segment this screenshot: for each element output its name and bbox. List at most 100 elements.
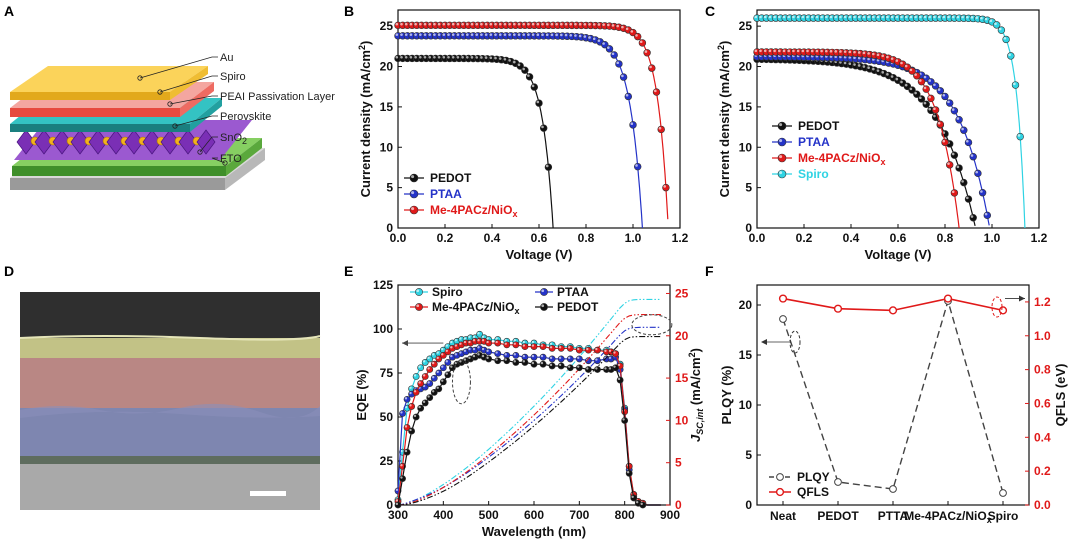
data-point xyxy=(960,126,968,134)
data-point xyxy=(476,330,483,338)
label-anchor xyxy=(167,101,173,107)
data-point xyxy=(992,21,1001,29)
data-point xyxy=(778,294,788,303)
data-point xyxy=(512,351,520,359)
y2-tick-label: 15 xyxy=(675,371,689,385)
annotation-ellipse xyxy=(991,296,1003,318)
data-point xyxy=(621,417,629,424)
data-point xyxy=(430,374,438,382)
data-point xyxy=(403,448,411,456)
data-point xyxy=(950,189,959,197)
data-point xyxy=(575,364,583,372)
y2-tick-label: 0.4 xyxy=(1034,430,1051,444)
data-point xyxy=(945,99,954,107)
data-point xyxy=(621,408,629,416)
legend-marker xyxy=(777,121,787,131)
y2-tick-label: 25 xyxy=(675,286,689,300)
data-point xyxy=(610,51,618,59)
x-category-label: Me-4PACz/NiOx xyxy=(904,509,991,525)
legend-marker xyxy=(776,473,784,481)
x-tick-label: 800 xyxy=(615,508,635,522)
label-anchor xyxy=(172,123,178,129)
data-point xyxy=(917,78,926,86)
y2-axis-label: JSC,int (mA/cm2) xyxy=(687,348,705,442)
legend-label: QFLS xyxy=(797,485,829,499)
data-point xyxy=(435,355,443,363)
data-point xyxy=(612,350,619,358)
data-point xyxy=(662,183,670,192)
x-category-label: Neat xyxy=(770,509,796,523)
data-point xyxy=(503,357,511,365)
data-point xyxy=(908,86,916,94)
x-tick-label: 0.8 xyxy=(578,231,595,245)
series-me-4pacz-nio xyxy=(753,48,960,229)
data-point xyxy=(421,359,429,366)
data-point xyxy=(426,394,434,402)
legend-marker xyxy=(540,303,548,311)
x-axis-label: Voltage (V) xyxy=(865,247,932,262)
x-tick-label: 0.0 xyxy=(390,231,407,245)
data-point xyxy=(983,211,991,220)
y2-tick-label: 0.6 xyxy=(1034,396,1051,410)
y-tick-label: 20 xyxy=(739,298,753,312)
data-point xyxy=(430,360,438,368)
x-tick-label: 0.2 xyxy=(437,231,454,245)
y-tick-label: 125 xyxy=(373,278,393,292)
data-point xyxy=(639,501,647,509)
x-tick-label: 700 xyxy=(569,508,589,522)
data-point xyxy=(544,163,553,171)
data-point xyxy=(594,346,601,354)
data-point xyxy=(978,189,987,197)
y-tick-label: 5 xyxy=(745,448,752,462)
legend-label: PEDOT xyxy=(557,300,599,314)
data-point xyxy=(485,348,493,356)
data-point xyxy=(494,339,502,347)
data-point xyxy=(394,501,402,509)
data-point xyxy=(525,73,534,81)
data-point xyxy=(539,124,548,132)
legend-marker xyxy=(409,205,419,215)
data-point xyxy=(417,404,425,412)
data-point xyxy=(476,351,483,359)
data-point xyxy=(539,360,547,368)
data-point xyxy=(927,78,935,86)
data-point xyxy=(421,383,429,391)
x-axis-label: Voltage (V) xyxy=(506,247,573,262)
y-tick-label: 20 xyxy=(380,60,394,74)
x-tick-label: 1.2 xyxy=(672,231,689,245)
sem-cross-section xyxy=(19,292,321,510)
y-tick-label: 0 xyxy=(745,221,752,235)
label-anchor xyxy=(157,89,163,95)
panel-label-f: F xyxy=(705,263,714,279)
label-leader xyxy=(159,75,218,93)
y-tick-label: 15 xyxy=(739,100,753,114)
data-point xyxy=(648,64,656,72)
data-point xyxy=(512,359,520,366)
data-point xyxy=(633,32,642,41)
data-point xyxy=(629,121,637,129)
label-leader xyxy=(139,56,218,79)
data-point xyxy=(403,424,411,431)
label-anchor xyxy=(222,160,228,166)
y-tick-label: 5 xyxy=(745,181,752,195)
series-plqy xyxy=(779,297,1007,497)
data-point xyxy=(1002,35,1010,44)
data-point xyxy=(566,344,574,352)
panel-label-a: A xyxy=(4,3,14,19)
x-tick-label: 0.6 xyxy=(531,231,548,245)
data-point xyxy=(630,494,638,502)
data-point xyxy=(833,304,843,313)
data-point xyxy=(960,178,968,187)
legend-marker xyxy=(415,288,423,296)
panel-label-c: C xyxy=(705,3,715,19)
data-point xyxy=(408,403,415,410)
x-tick-label: 0.2 xyxy=(796,231,813,245)
data-point xyxy=(779,315,787,323)
x-tick-label: 0.4 xyxy=(484,231,501,245)
label-anchor xyxy=(137,75,143,81)
x-tick-label: 0.0 xyxy=(749,231,766,245)
x-tick-label: 500 xyxy=(479,508,499,522)
layer-label-sno: SnO2 xyxy=(220,132,247,146)
data-point xyxy=(548,344,556,352)
